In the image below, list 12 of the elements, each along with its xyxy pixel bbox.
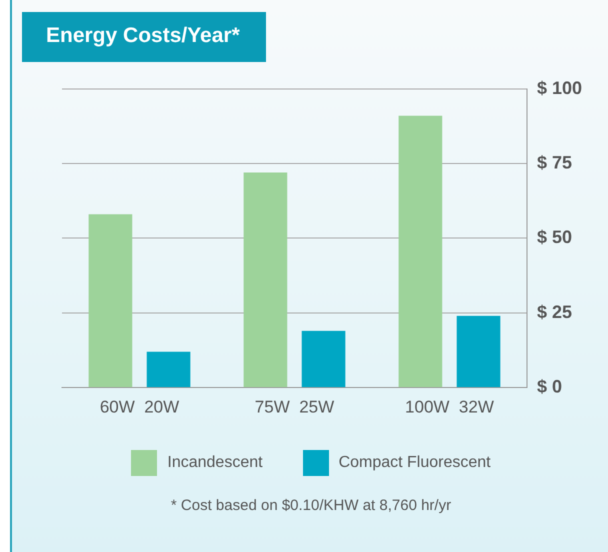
chart-title: Energy Costs/Year*	[22, 12, 266, 62]
legend-label: Incandescent	[167, 454, 263, 472]
x-tick-label: 100W 32W	[405, 397, 494, 416]
y-tick-label: $ 50	[536, 227, 572, 248]
y-tick-label: $ 0	[536, 376, 562, 397]
x-tick-label: 60W 20W	[100, 397, 180, 416]
y-tick-label: $ 100	[536, 78, 582, 98]
legend-label: Compact Fluorescent	[338, 454, 491, 472]
y-tick-label: $ 25	[536, 302, 572, 322]
text: * Cost based on $0.10/KHW at 8,760 hr/yr	[170, 497, 452, 514]
y-tick-label: $ 75	[536, 152, 572, 172]
x-tick-label: 75W 25W	[254, 397, 334, 416]
